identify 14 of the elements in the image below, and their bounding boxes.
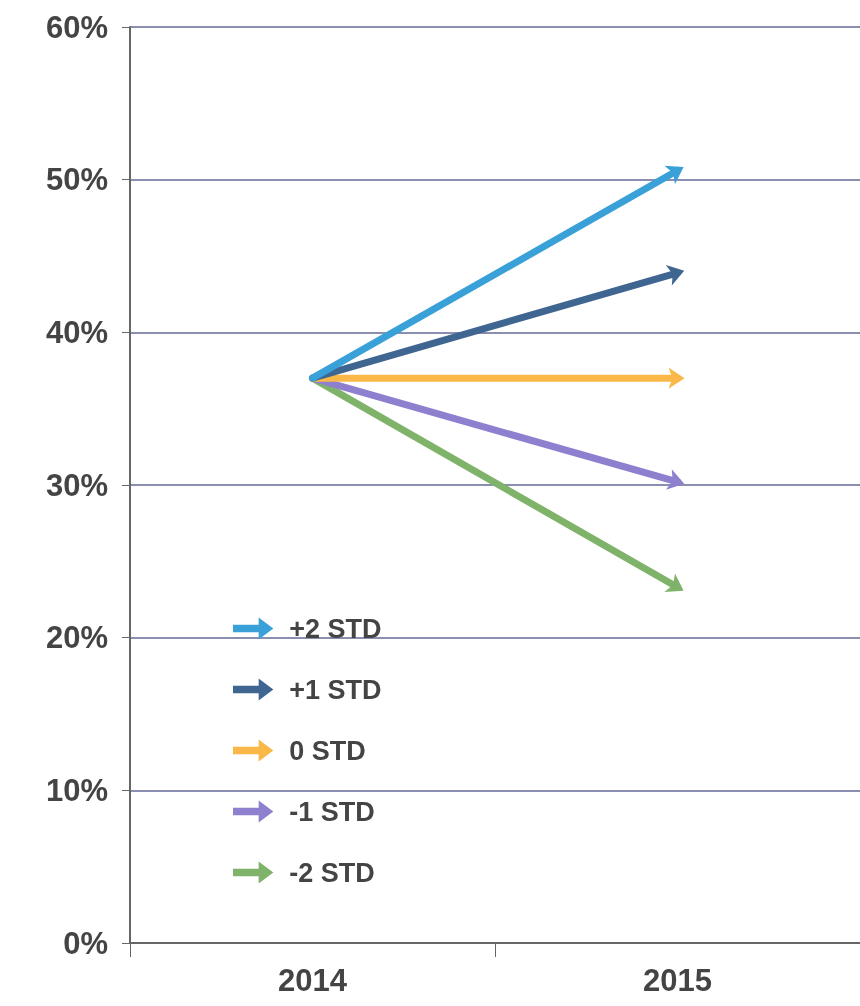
x-tick-label: 2015 xyxy=(643,963,712,998)
legend-label: 0 STD xyxy=(289,735,366,766)
legend-label: -2 STD xyxy=(289,857,375,888)
y-tick-label: 10% xyxy=(45,772,108,808)
y-tick-label: 60% xyxy=(45,9,108,45)
y-tick-label: 40% xyxy=(45,314,108,350)
y-tick-label: 50% xyxy=(45,162,108,198)
y-tick-label: 20% xyxy=(45,620,108,656)
x-tick-label: 2014 xyxy=(278,963,348,998)
y-tick-label: 30% xyxy=(45,467,108,503)
legend-label: +1 STD xyxy=(289,674,382,705)
legend-label: -1 STD xyxy=(289,796,375,827)
y-tick-label: 0% xyxy=(63,925,108,961)
legend-label: +2 STD xyxy=(289,613,382,644)
